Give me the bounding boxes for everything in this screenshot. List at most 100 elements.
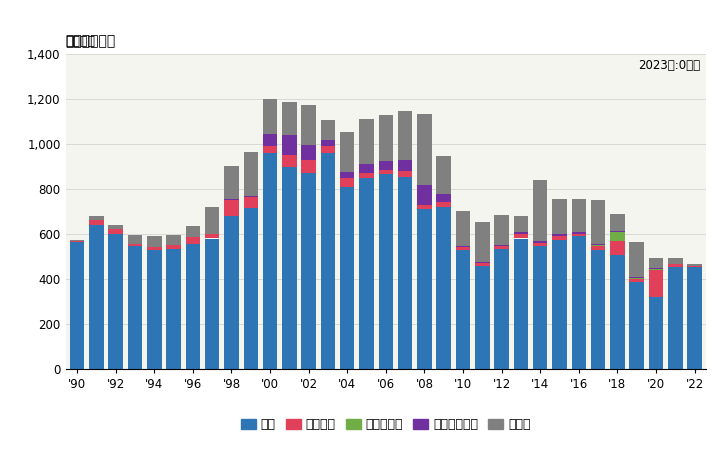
Bar	[244, 208, 258, 369]
Bar	[571, 234, 586, 236]
Bar	[475, 221, 489, 262]
Bar	[205, 238, 219, 369]
Bar	[514, 238, 528, 369]
Bar	[553, 199, 566, 234]
Bar	[494, 245, 509, 246]
Legend: 米国, フランス, フィリピン, オーストリア, その他: 米国, フランス, フィリピン, オーストリア, その他	[236, 413, 536, 436]
Bar	[437, 202, 451, 207]
Bar	[610, 214, 625, 230]
Bar	[398, 176, 412, 369]
Bar	[533, 180, 547, 241]
Bar	[282, 135, 296, 155]
Bar	[340, 187, 355, 369]
Bar	[456, 212, 470, 246]
Bar	[321, 146, 335, 153]
Bar	[127, 246, 142, 369]
Bar	[494, 246, 509, 248]
Bar	[591, 244, 606, 245]
Bar	[360, 164, 373, 173]
Bar	[244, 152, 258, 196]
Bar	[70, 242, 84, 369]
Bar	[668, 264, 683, 266]
Bar	[360, 173, 373, 178]
Bar	[340, 178, 355, 187]
Bar	[649, 270, 663, 297]
Bar	[147, 236, 162, 248]
Bar	[649, 269, 663, 270]
Bar	[282, 155, 296, 166]
Bar	[553, 239, 566, 369]
Bar	[533, 246, 547, 369]
Bar	[687, 264, 702, 266]
Bar	[166, 235, 181, 245]
Bar	[514, 216, 528, 232]
Bar	[379, 170, 393, 174]
Bar	[70, 239, 84, 241]
Bar	[630, 277, 644, 278]
Bar	[186, 226, 200, 237]
Bar	[360, 178, 373, 369]
Bar	[475, 262, 489, 263]
Bar	[205, 207, 219, 234]
Bar	[301, 173, 316, 369]
Bar	[610, 255, 625, 369]
Text: 2023年:0トン: 2023年:0トン	[638, 59, 700, 72]
Bar	[127, 235, 142, 244]
Bar	[417, 184, 432, 205]
Bar	[514, 234, 528, 238]
Bar	[437, 194, 451, 202]
Bar	[108, 230, 123, 234]
Bar	[630, 242, 644, 277]
Text: 輸入量の推移: 輸入量の推移	[66, 35, 116, 49]
Bar	[417, 113, 432, 184]
Bar	[456, 250, 470, 369]
Bar	[591, 246, 606, 250]
Bar	[379, 161, 393, 170]
Bar	[533, 241, 547, 243]
Bar	[263, 146, 277, 153]
Bar	[127, 244, 142, 246]
Bar	[553, 236, 566, 239]
Bar	[244, 197, 258, 208]
Bar	[282, 103, 296, 135]
Bar	[630, 279, 644, 283]
Bar	[263, 134, 277, 146]
Bar	[70, 241, 84, 242]
Bar	[514, 232, 528, 234]
Bar	[379, 115, 393, 161]
Bar	[205, 234, 219, 238]
Bar	[630, 283, 644, 369]
Bar	[166, 245, 181, 248]
Bar	[571, 232, 586, 234]
Bar	[398, 160, 412, 171]
Bar	[224, 199, 239, 200]
Bar	[301, 145, 316, 160]
Bar	[224, 166, 239, 199]
Bar	[553, 234, 566, 236]
Bar	[456, 246, 470, 248]
Bar	[668, 257, 683, 264]
Bar	[301, 160, 316, 173]
Bar	[263, 99, 277, 134]
Bar	[494, 215, 509, 245]
Bar	[610, 232, 625, 241]
Bar	[649, 257, 663, 268]
Bar	[687, 266, 702, 369]
Bar	[321, 153, 335, 369]
Bar	[494, 248, 509, 369]
Bar	[533, 243, 547, 246]
Bar	[282, 166, 296, 369]
Bar	[186, 244, 200, 369]
Bar	[571, 199, 586, 232]
Bar	[610, 241, 625, 255]
Bar	[649, 297, 663, 369]
Bar	[108, 234, 123, 369]
Bar	[244, 196, 258, 197]
Bar	[379, 174, 393, 369]
Bar	[166, 248, 181, 369]
Bar	[340, 131, 355, 172]
Bar	[475, 263, 489, 266]
Bar	[456, 248, 470, 250]
Bar	[668, 266, 683, 369]
Bar	[224, 200, 239, 216]
